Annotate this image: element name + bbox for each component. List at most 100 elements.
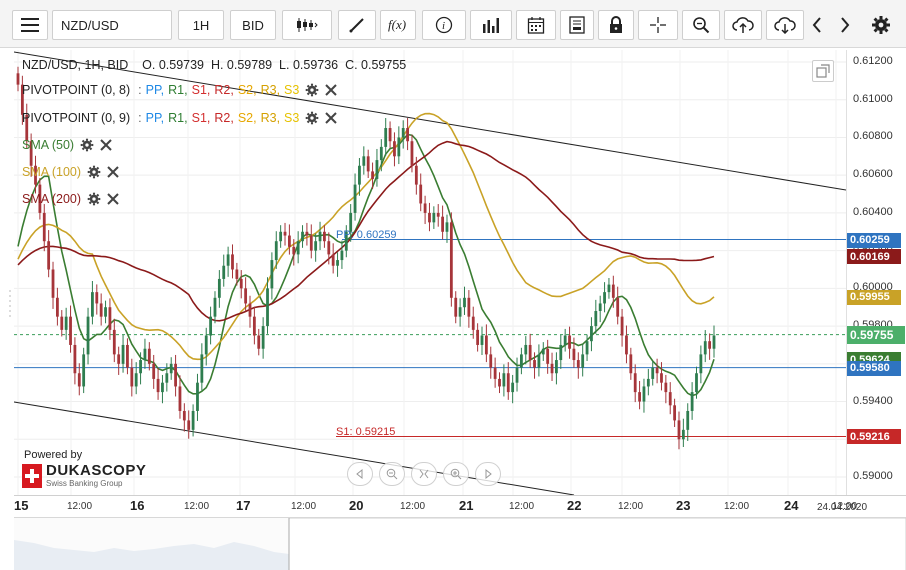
pivot2-settings-button[interactable]	[305, 111, 319, 125]
zoom-out-button[interactable]	[379, 462, 405, 486]
zoom-in-button[interactable]	[443, 462, 469, 486]
draw-tools-button[interactable]	[338, 10, 376, 40]
download-button[interactable]	[766, 10, 804, 40]
reset-zoom-button[interactable]	[411, 462, 437, 486]
candle	[182, 403, 186, 432]
price-chart[interactable]: PP: 0.60259 S1: 0.59215	[14, 50, 846, 495]
candle-body	[73, 344, 77, 374]
candle-body	[568, 335, 571, 349]
draw-line-icon	[349, 18, 364, 33]
settings-button[interactable]	[866, 10, 896, 40]
candle-body	[69, 316, 72, 345]
candle-body	[449, 222, 453, 298]
candle	[581, 344, 585, 377]
candle-body	[699, 354, 703, 374]
candle	[174, 354, 177, 397]
price-type-selector[interactable]: BID	[230, 10, 276, 40]
candle-body	[130, 367, 134, 387]
support-price-tag: 0.59580	[847, 360, 901, 376]
pivot1-settings-button[interactable]	[305, 83, 319, 97]
function-button[interactable]: f(x)	[380, 10, 416, 40]
crosshair-button[interactable]	[638, 10, 678, 40]
svg-text:f(x): f(x)	[388, 17, 406, 32]
pivot-legend-1: PIVOTPOINT (0, 8) : PP, R1, S1, R2, S2, …	[22, 82, 338, 98]
candle-body	[64, 316, 68, 330]
candle	[60, 310, 64, 337]
upload-button[interactable]	[724, 10, 762, 40]
scroll-right-button[interactable]	[834, 10, 856, 40]
symbol-selector[interactable]: NZD/USD	[52, 10, 172, 40]
menu-icon	[21, 18, 39, 32]
time-hour-label: 12:00	[400, 501, 426, 512]
calendar-button[interactable]	[516, 10, 556, 40]
candle-body	[244, 288, 248, 304]
candle	[69, 305, 72, 353]
candle	[147, 342, 151, 371]
candle-body	[200, 354, 204, 383]
candle-body	[642, 386, 646, 402]
zoom-button[interactable]	[682, 10, 720, 40]
candle-body	[371, 171, 374, 179]
pivot1-remove-button[interactable]	[325, 84, 338, 96]
chart-type-button[interactable]	[282, 10, 332, 40]
scroll-left-button[interactable]	[806, 10, 828, 40]
navigator-panel[interactable]	[14, 517, 906, 570]
fullscreen-button[interactable]	[812, 60, 834, 82]
news-button[interactable]	[560, 10, 594, 40]
candle-body	[660, 373, 663, 383]
menu-button[interactable]	[12, 10, 48, 40]
candle	[463, 286, 466, 315]
candle-body	[406, 128, 409, 142]
sma200-remove-button[interactable]	[107, 193, 119, 205]
info-button[interactable]: i	[422, 10, 466, 40]
candle	[191, 404, 195, 437]
svg-text:i: i	[442, 20, 445, 32]
candle	[292, 239, 296, 266]
pivot2-pp: PP,	[145, 111, 165, 125]
candle-body	[139, 360, 142, 374]
candle	[95, 284, 99, 315]
candle	[401, 120, 405, 149]
s1-price-tag: 0.59216	[847, 429, 901, 445]
candle-body	[419, 184, 423, 204]
candle	[541, 342, 545, 361]
candle-body	[633, 373, 637, 393]
candle-body	[274, 241, 278, 261]
indicators-button[interactable]	[470, 10, 512, 40]
dukascopy-logo: DUKASCOPY Swiss Banking Group	[22, 463, 146, 488]
candle	[502, 364, 506, 397]
candle	[428, 202, 431, 232]
price-tick-label: 0.59400	[853, 394, 893, 407]
candle	[235, 262, 239, 286]
lock-button[interactable]	[598, 10, 634, 40]
pan-right-button[interactable]	[475, 462, 501, 486]
candle-body	[261, 326, 265, 349]
pivot2-remove-button[interactable]	[325, 112, 338, 124]
candle-body	[393, 141, 396, 157]
candle-body	[414, 165, 418, 185]
candle-body	[104, 307, 107, 317]
pp-price-tag: 0.60259	[847, 232, 901, 248]
candle	[611, 275, 615, 308]
sma100-remove-button[interactable]	[107, 166, 119, 178]
drag-handle[interactable]	[8, 290, 12, 320]
candle	[519, 347, 523, 375]
pivot1-sep: :	[138, 83, 142, 97]
pivot1-r2: R2,	[214, 83, 234, 97]
pan-left-button[interactable]	[347, 462, 373, 486]
time-axis[interactable]: 24.04.2020 15 12:00 16 12:00 17 12:00 20 12:00 2…	[14, 495, 906, 517]
sma100-settings-button[interactable]	[87, 165, 101, 179]
sma200-settings-button[interactable]	[87, 192, 101, 206]
sma50-settings-button[interactable]	[80, 138, 94, 152]
timeframe-selector[interactable]: 1H	[178, 10, 224, 40]
candle-body	[99, 303, 103, 317]
candle-body	[598, 303, 602, 311]
candle-body	[174, 363, 177, 387]
time-hour-label: 12:00	[67, 501, 93, 512]
candle	[480, 326, 484, 355]
price-axis[interactable]: 0.61200 0.61000 0.60800 0.60600 0.60400 0.602…	[846, 50, 906, 495]
sma50-remove-button[interactable]	[100, 139, 112, 151]
candle-body	[209, 316, 213, 336]
chart-area[interactable]: PP: 0.60259 S1: 0.59215 NZD/USD, 1H, BID…	[14, 50, 846, 495]
candle-body	[336, 260, 339, 266]
